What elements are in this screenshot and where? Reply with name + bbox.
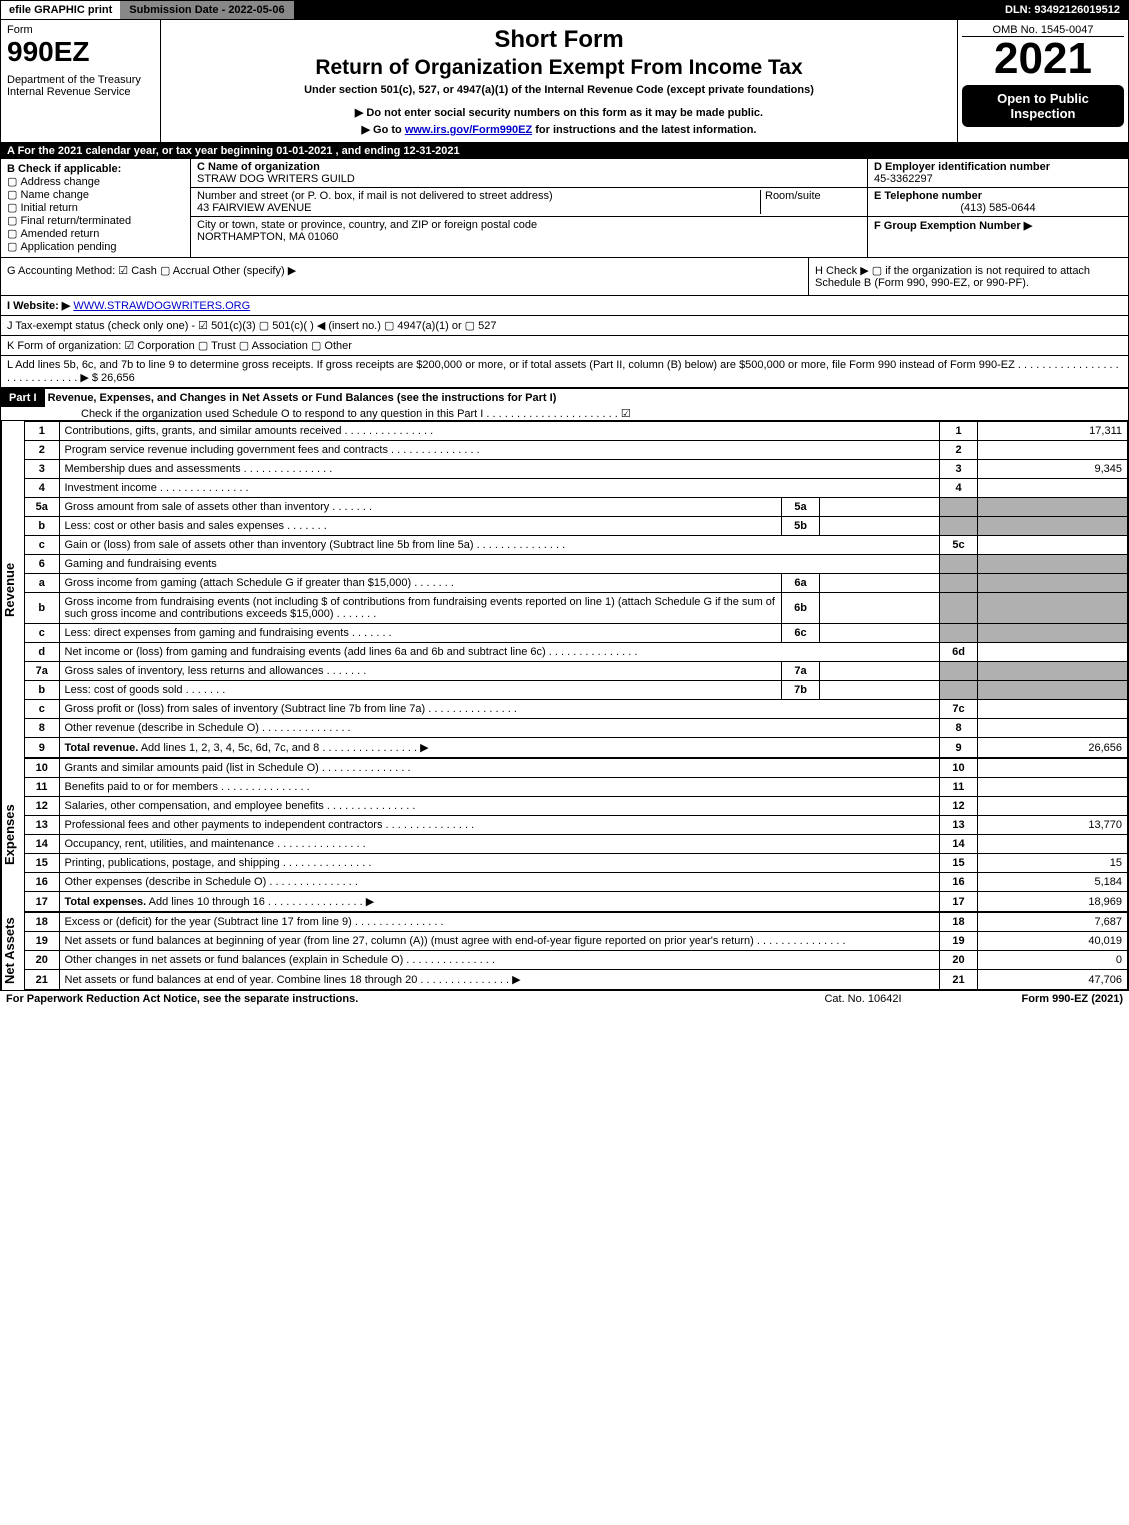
line-row: 8Other revenue (describe in Schedule O) … bbox=[25, 719, 1128, 738]
b-label: B Check if applicable: bbox=[7, 163, 184, 175]
street-address: 43 FAIRVIEW AVENUE bbox=[197, 202, 756, 214]
subtitle: Under section 501(c), 527, or 4947(a)(1)… bbox=[167, 84, 951, 96]
phone-row: E Telephone number (413) 585-0644 bbox=[868, 188, 1128, 217]
line-row: cGross profit or (loss) from sales of in… bbox=[25, 700, 1128, 719]
open-inspection-box: Open to Public Inspection bbox=[962, 85, 1124, 127]
page-footer: For Paperwork Reduction Act Notice, see … bbox=[0, 991, 1129, 1007]
chk-pending[interactable]: ▢ Application pending bbox=[7, 240, 184, 253]
group-exempt-row: F Group Exemption Number ▶ bbox=[868, 217, 1128, 234]
netassets-label: Net Assets bbox=[1, 912, 25, 990]
efile-label[interactable]: efile GRAPHIC print bbox=[1, 1, 121, 19]
line-row: 21Net assets or fund balances at end of … bbox=[25, 970, 1128, 990]
chk-amended[interactable]: ▢ Amended return bbox=[7, 227, 184, 240]
line-j: J Tax-exempt status (check only one) - ☑… bbox=[1, 316, 1128, 336]
org-name: STRAW DOG WRITERS GUILD bbox=[197, 173, 861, 185]
line-row: 13Professional fees and other payments t… bbox=[25, 816, 1128, 835]
room-suite: Room/suite bbox=[761, 190, 861, 214]
part1-header: Part I Revenue, Expenses, and Changes in… bbox=[1, 388, 1128, 421]
short-form-title: Short Form bbox=[167, 26, 951, 54]
form-label: Form bbox=[7, 24, 154, 36]
line-row: 15Printing, publications, postage, and s… bbox=[25, 854, 1128, 873]
title-cell: Short Form Return of Organization Exempt… bbox=[161, 20, 958, 142]
irs-link[interactable]: www.irs.gov/Form990EZ bbox=[405, 124, 532, 136]
line-row: 17Total expenses. Add lines 10 through 1… bbox=[25, 892, 1128, 912]
ein-value: 45-3362297 bbox=[874, 173, 1122, 185]
revenue-section: Revenue 1Contributions, gifts, grants, a… bbox=[1, 421, 1128, 758]
submission-date: Submission Date - 2022-05-06 bbox=[121, 1, 293, 19]
revenue-label: Revenue bbox=[1, 421, 25, 758]
line-row: 6Gaming and fundraising events bbox=[25, 555, 1128, 574]
main-title: Return of Organization Exempt From Incom… bbox=[167, 56, 951, 80]
col-c: C Name of organization STRAW DOG WRITERS… bbox=[191, 159, 868, 257]
dln-label: DLN: 93492126019512 bbox=[997, 1, 1128, 19]
form-id-cell: Form 990EZ Department of the Treasury In… bbox=[1, 20, 161, 142]
col-d-e-f: D Employer identification number 45-3362… bbox=[868, 159, 1128, 257]
form-number: 990EZ bbox=[7, 36, 154, 68]
goto-note: ▶ Go to www.irs.gov/Form990EZ for instru… bbox=[167, 123, 951, 136]
website-link[interactable]: WWW.STRAWDOGWRITERS.ORG bbox=[73, 300, 250, 312]
top-bar: efile GRAPHIC print Submission Date - 20… bbox=[0, 0, 1129, 20]
line-row: cLess: direct expenses from gaming and f… bbox=[25, 624, 1128, 643]
expenses-label: Expenses bbox=[1, 758, 25, 912]
line-row: 3Membership dues and assessments . . . .… bbox=[25, 460, 1128, 479]
line-row: 2Program service revenue including gover… bbox=[25, 441, 1128, 460]
city-state-zip: NORTHAMPTON, MA 01060 bbox=[197, 231, 861, 243]
chk-name[interactable]: ▢ Name change bbox=[7, 188, 184, 201]
section-b-through-f: B Check if applicable: ▢ Address change … bbox=[1, 159, 1128, 258]
expenses-table: 10Grants and similar amounts paid (list … bbox=[25, 758, 1128, 912]
line-row: 19Net assets or fund balances at beginni… bbox=[25, 932, 1128, 951]
line-row: bGross income from fundraising events (n… bbox=[25, 593, 1128, 624]
department-label: Department of the Treasury Internal Reve… bbox=[7, 74, 154, 98]
line-row: 10Grants and similar amounts paid (list … bbox=[25, 759, 1128, 778]
col-b: B Check if applicable: ▢ Address change … bbox=[1, 159, 191, 257]
city-row: City or town, state or province, country… bbox=[191, 217, 867, 245]
line-row: 18Excess or (deficit) for the year (Subt… bbox=[25, 913, 1128, 932]
line-h: H Check ▶ ▢ if the organization is not r… bbox=[808, 258, 1128, 295]
ssn-note: ▶ Do not enter social security numbers o… bbox=[167, 106, 951, 119]
line-row: 12Salaries, other compensation, and empl… bbox=[25, 797, 1128, 816]
chk-address[interactable]: ▢ Address change bbox=[7, 175, 184, 188]
line-row: 20Other changes in net assets or fund ba… bbox=[25, 951, 1128, 970]
footer-right: Form 990-EZ (2021) bbox=[1022, 993, 1123, 1005]
expenses-section: Expenses 10Grants and similar amounts pa… bbox=[1, 758, 1128, 912]
phone-value: (413) 585-0644 bbox=[874, 202, 1122, 214]
line-g: G Accounting Method: ☑ Cash ▢ Accrual Ot… bbox=[1, 258, 808, 295]
footer-left: For Paperwork Reduction Act Notice, see … bbox=[6, 993, 358, 1005]
netassets-section: Net Assets 18Excess or (deficit) for the… bbox=[1, 912, 1128, 990]
line-row: 11Benefits paid to or for members . . . … bbox=[25, 778, 1128, 797]
street-row: Number and street (or P. O. box, if mail… bbox=[191, 188, 867, 217]
line-row: bLess: cost of goods sold . . . . . . .7… bbox=[25, 681, 1128, 700]
year-cell: OMB No. 1545-0047 2021 Open to Public In… bbox=[958, 20, 1128, 142]
line-row: 4Investment income . . . . . . . . . . .… bbox=[25, 479, 1128, 498]
ein-row: D Employer identification number 45-3362… bbox=[868, 159, 1128, 188]
line-row: 9Total revenue. Add lines 1, 2, 3, 4, 5c… bbox=[25, 738, 1128, 758]
line-row: aGross income from gaming (attach Schedu… bbox=[25, 574, 1128, 593]
netassets-table: 18Excess or (deficit) for the year (Subt… bbox=[25, 912, 1128, 990]
line-row: 16Other expenses (describe in Schedule O… bbox=[25, 873, 1128, 892]
revenue-table: 1Contributions, gifts, grants, and simil… bbox=[25, 421, 1128, 758]
line-row: 14Occupancy, rent, utilities, and mainte… bbox=[25, 835, 1128, 854]
org-name-row: C Name of organization STRAW DOG WRITERS… bbox=[191, 159, 867, 188]
line-row: 7aGross sales of inventory, less returns… bbox=[25, 662, 1128, 681]
line-row: bLess: cost or other basis and sales exp… bbox=[25, 517, 1128, 536]
chk-final[interactable]: ▢ Final return/terminated bbox=[7, 214, 184, 227]
line-l-value: ▶ $ 26,656 bbox=[80, 372, 134, 384]
chk-initial[interactable]: ▢ Initial return bbox=[7, 201, 184, 214]
footer-mid: Cat. No. 10642I bbox=[824, 993, 901, 1005]
form-container: Form 990EZ Department of the Treasury In… bbox=[0, 20, 1129, 991]
line-row: 5aGross amount from sale of assets other… bbox=[25, 498, 1128, 517]
line-l: L Add lines 5b, 6c, and 7b to line 9 to … bbox=[1, 356, 1128, 388]
line-a: A For the 2021 calendar year, or tax yea… bbox=[1, 143, 1128, 159]
tax-year: 2021 bbox=[962, 37, 1124, 81]
line-row: 1Contributions, gifts, grants, and simil… bbox=[25, 422, 1128, 441]
line-i: I Website: ▶ WWW.STRAWDOGWRITERS.ORG bbox=[1, 296, 1128, 316]
line-k: K Form of organization: ☑ Corporation ▢ … bbox=[1, 336, 1128, 356]
line-row: cGain or (loss) from sale of assets othe… bbox=[25, 536, 1128, 555]
header-row: Form 990EZ Department of the Treasury In… bbox=[1, 20, 1128, 143]
line-row: dNet income or (loss) from gaming and fu… bbox=[25, 643, 1128, 662]
